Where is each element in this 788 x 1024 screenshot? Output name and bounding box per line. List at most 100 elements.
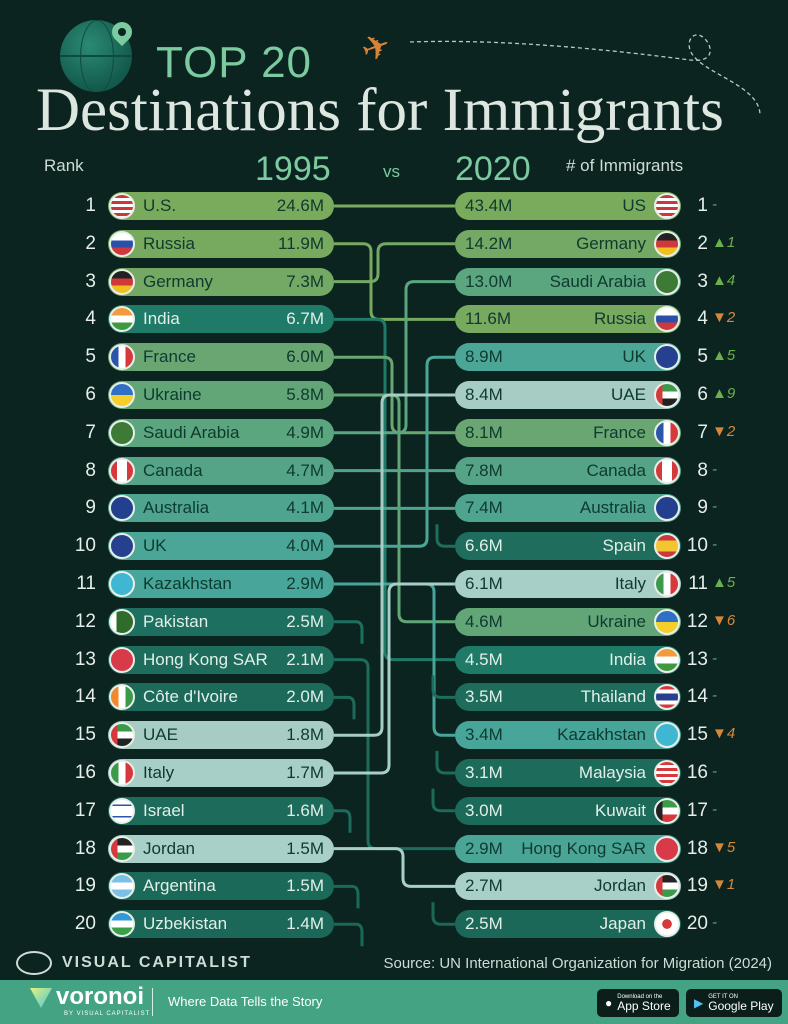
rank-number: 20: [74, 913, 96, 935]
immigrant-count: 8.9M: [465, 347, 503, 367]
country-bar-left-jordan: Jordan 1.5M: [108, 834, 334, 863]
rank-number: 11: [688, 573, 708, 594]
google-play-button[interactable]: ▶ GET IT ON Google Play: [686, 989, 782, 1017]
country-name: U.S.: [143, 196, 177, 215]
country-name: Italy: [614, 574, 646, 593]
country-name: Malaysia: [578, 763, 646, 782]
rank-change: ▼5: [712, 838, 736, 856]
ukraine-flag-icon: [654, 608, 680, 635]
rank-change: ▼1: [712, 876, 736, 894]
country-bar-left-u-s: U.S. 24.6M: [108, 192, 334, 220]
france-flag-icon: [109, 344, 135, 371]
rank-number: 4: [85, 308, 96, 330]
rank-change: ▲5: [712, 574, 736, 591]
rank-number: 3: [85, 270, 96, 292]
immigrant-count: 8.1M: [465, 422, 503, 442]
country-name: Jordan: [594, 876, 646, 896]
rank-number: 16: [686, 762, 708, 783]
country-name: France: [593, 422, 646, 442]
rank-label: Rank: [44, 156, 84, 175]
immigrant-count: 2.5M: [286, 611, 324, 631]
country-bar-left-russia: Russia 11.9M: [108, 229, 334, 258]
immigrant-count: 2.1M: [286, 649, 324, 669]
country-name: Uzbekistan: [143, 914, 228, 934]
rank-number: 9: [697, 497, 708, 519]
uae-flag-icon: [654, 382, 680, 408]
country-bar-left-france: France 6.0M: [108, 343, 334, 372]
immigrant-count: 24.6M: [276, 196, 324, 215]
country-name: Pakistan: [143, 611, 209, 631]
italy-flag-icon: [654, 571, 680, 597]
immigrant-count: 1.5M: [286, 838, 324, 858]
spain-flag-icon: [654, 533, 680, 560]
connector-uae: [334, 393, 455, 737]
country-name: UAE: [143, 725, 178, 745]
rank-number: 2: [85, 232, 96, 254]
immigrant-count: 1.8M: [286, 725, 324, 745]
jordan-flag-icon: [109, 835, 135, 862]
connector-thailand: [431, 675, 455, 699]
rank-number: 5: [85, 346, 96, 368]
italy-flag-icon: [109, 760, 135, 786]
country-bar-right-kazakhstan: 3.4M Kazakhstan: [455, 721, 681, 750]
immigrant-count: 7.3M: [286, 271, 324, 291]
country-bar-left-uk: UK 4.0M: [108, 532, 334, 561]
rank-number: 2: [697, 232, 708, 254]
russia-flag-icon: [109, 230, 135, 257]
country-bar-left-canada: Canada 4.7M: [108, 456, 334, 485]
connector-lines: [334, 204, 455, 947]
rank-number: 19: [74, 875, 96, 897]
country-bar-left-uae: UAE 1.8M: [108, 721, 334, 750]
rank-number: 4: [697, 308, 708, 330]
immigrant-count: 4.5M: [465, 649, 503, 669]
country-name: Canada: [586, 460, 646, 480]
immigrant-count: 1.7M: [286, 763, 324, 782]
rank-number: 13: [74, 648, 96, 670]
kuwait-flag-icon: [654, 797, 680, 824]
rank-change: ▲5: [712, 347, 736, 365]
country-bar-right-russia: 11.6M Russia: [455, 305, 681, 334]
app-store-button[interactable]: ● Download on the App Store: [597, 989, 679, 1017]
country-bar-right-canada: 7.8M Canada: [455, 456, 681, 485]
immigrant-count: 7.4M: [465, 498, 503, 518]
rank-change: -: [712, 196, 717, 213]
connector-spain: [435, 524, 455, 548]
saudi-arabia-flag-icon: [109, 419, 135, 446]
rank-change: -: [712, 914, 717, 932]
vs-label: vs: [383, 162, 400, 181]
rank-number: 14: [686, 686, 708, 708]
immigrant-count: 6.0M: [286, 347, 324, 367]
connector-jordan: [334, 847, 455, 888]
rank-change: ▼6: [712, 611, 736, 629]
rank-change: -: [712, 800, 717, 818]
country-name: Hong Kong SAR: [521, 838, 646, 858]
rank-number: 16: [74, 762, 96, 783]
country-name: Australia: [579, 498, 646, 518]
country-bar-right-uae: 8.4M UAE: [455, 381, 681, 409]
rank-number: 20: [686, 913, 708, 935]
google-play-label: Google Play: [708, 999, 774, 1013]
connector-italy: [334, 582, 455, 775]
country-bar-right-malaysia: 3.1M Malaysia: [455, 759, 681, 787]
malaysia-flag-icon: [654, 760, 680, 786]
immigrant-count: 13.0M: [465, 271, 513, 291]
rank-number: 10: [686, 535, 708, 557]
russia-flag-icon: [654, 306, 680, 333]
rank-change: ▲4: [712, 271, 736, 289]
country-bar-right-france: 8.1M France: [455, 418, 681, 447]
rank-number: 11: [76, 573, 96, 594]
immigrant-count: 4.1M: [286, 498, 324, 518]
immigrant-count: 4.6M: [465, 611, 503, 631]
country-name: Germany: [576, 233, 646, 253]
country-name: UK: [143, 536, 167, 556]
rank-number: 1: [697, 195, 708, 216]
country-name: Russia: [143, 233, 195, 253]
jordan-flag-icon: [654, 873, 680, 900]
immigrant-count: 5.8M: [286, 385, 324, 404]
hong-kong-sar-flag-icon: [654, 835, 680, 862]
immigrant-count: 1.4M: [286, 914, 324, 934]
country-bar-right-us: 43.4M US: [455, 192, 681, 220]
immigrant-count: 11.6M: [465, 309, 511, 329]
connector-uk: [334, 355, 455, 548]
google-small: GET IT ON: [708, 994, 739, 1000]
